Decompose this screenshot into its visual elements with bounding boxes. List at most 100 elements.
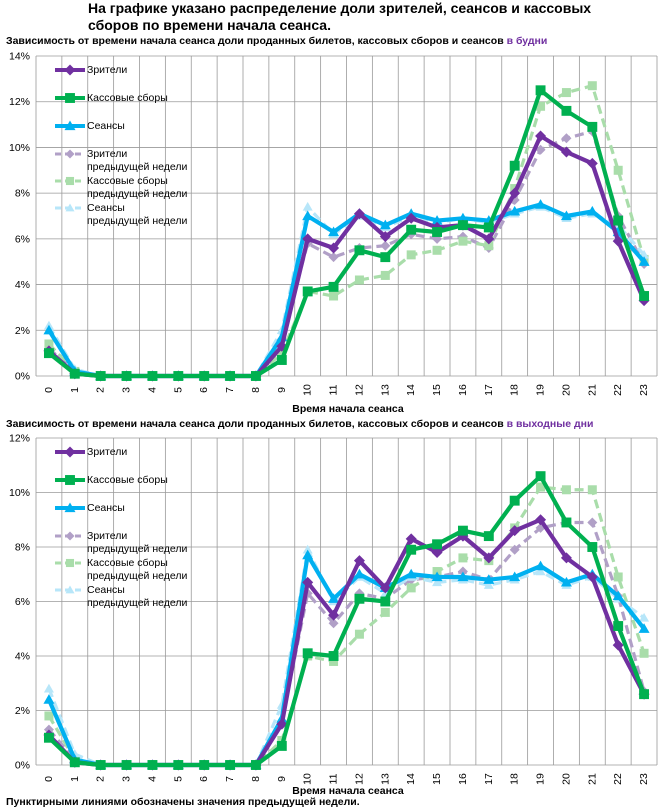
legend-label: Сеансы: [87, 202, 125, 214]
legend-marker: [64, 502, 76, 513]
data-point: [199, 760, 210, 770]
data-point: [457, 525, 468, 536]
data-point: [535, 130, 547, 142]
data-point: [329, 656, 339, 666]
data-point: [561, 88, 571, 98]
legend-marker: [65, 203, 75, 212]
data-point: [457, 530, 469, 542]
data-point: [432, 539, 443, 550]
data-point: [535, 144, 546, 155]
data-point: [95, 371, 106, 381]
data-point: [354, 588, 365, 599]
data-point: [612, 590, 624, 601]
data-point: [587, 542, 598, 552]
chart-title-text: Зависимость от времени начала сеанса дол…: [6, 418, 504, 430]
data-point: [302, 201, 313, 211]
y-tick-label: 10%: [9, 487, 30, 499]
data-point: [431, 546, 443, 558]
data-point: [277, 348, 287, 358]
data-point: [560, 210, 572, 221]
data-point: [250, 371, 261, 381]
data-point: [379, 231, 391, 243]
series-box_office: [43, 85, 650, 381]
x-tick-label: 8: [250, 387, 262, 393]
x-tick-label: 9: [276, 387, 288, 393]
chart-title-weekends: Зависимость от времени начала сеанса дол…: [6, 418, 593, 430]
x-tick-label: 1: [69, 387, 81, 393]
y-tick-label: 2%: [15, 325, 30, 337]
data-point: [535, 514, 547, 526]
data-point: [354, 245, 365, 256]
data-point: [586, 157, 598, 169]
x-tick-label: 21: [586, 773, 598, 785]
data-point: [639, 612, 650, 622]
series-box_office: [43, 471, 650, 770]
weekend-chart: 0%2%4%6%8%10%12%0 1 2 3 4 5 6 7 8 9 10 11 12 13 14 15 16…: [9, 433, 658, 797]
data-point: [380, 596, 391, 607]
legend-label: Зрители: [87, 148, 127, 160]
x-tick-label: 23: [638, 773, 650, 785]
data-point: [121, 760, 132, 770]
legend-label: предыдущей недели: [87, 215, 187, 227]
data-point: [302, 544, 313, 554]
legend-label: Зрители: [87, 446, 127, 458]
legend-label: Кассовые сборы: [87, 92, 168, 104]
y-tick-label: 6%: [15, 233, 30, 245]
data-point: [276, 355, 287, 365]
data-point: [173, 760, 184, 770]
data-point: [405, 533, 417, 545]
data-point: [147, 371, 158, 381]
legend-marker: [65, 531, 75, 541]
legend-label: предыдущей недели: [87, 543, 187, 555]
data-point: [432, 245, 442, 255]
data-point: [43, 683, 54, 693]
x-axis-label: Время начала сеанса: [292, 785, 404, 797]
x-tick-label: 16: [457, 384, 469, 396]
data-point: [432, 577, 443, 587]
x-tick-label: 21: [586, 384, 598, 396]
data-point: [405, 568, 417, 579]
x-tick-label: 9: [276, 776, 288, 782]
data-point: [43, 324, 55, 335]
data-point: [380, 270, 390, 280]
data-point: [483, 552, 495, 564]
data-point: [587, 121, 598, 132]
legend-label: предыдущей недели: [87, 597, 187, 609]
data-point: [354, 275, 364, 285]
data-point: [225, 371, 236, 381]
legend-marker: [65, 93, 75, 103]
x-tick-label: 3: [121, 387, 133, 393]
x-tick-label: 19: [535, 773, 547, 785]
data-point: [483, 531, 494, 542]
x-tick-label: 11: [328, 773, 340, 784]
data-point: [328, 651, 339, 661]
data-point: [354, 593, 365, 604]
x-tick-label: 10: [302, 773, 314, 785]
data-point: [328, 242, 340, 254]
data-point: [560, 146, 572, 158]
legend-marker: [65, 149, 75, 159]
data-point: [302, 286, 313, 297]
data-point: [328, 609, 340, 621]
data-point: [147, 760, 158, 770]
x-tick-label: 1: [69, 776, 81, 782]
x-tick-label: 12: [353, 773, 365, 785]
x-tick-label: 0: [43, 387, 55, 393]
legend-label: Сеансы: [87, 120, 125, 132]
y-tick-label: 6%: [15, 596, 30, 608]
data-point: [561, 517, 572, 528]
x-tick-label: 18: [509, 384, 521, 396]
legend-label: предыдущей недели: [87, 161, 187, 173]
x-tick-label: 0: [43, 776, 55, 782]
data-point: [638, 623, 650, 633]
data-point: [535, 522, 546, 533]
weekday-chart: 0%2%4%6%8%10%12%14%0 1 2 3 4 5 6 7 8 9 10 11 12 13 14 1…: [9, 51, 658, 415]
legend-marker: [64, 120, 76, 131]
data-point: [535, 566, 546, 576]
x-tick-label: 2: [95, 776, 107, 782]
chart-title-accent: в будни: [506, 35, 548, 47]
data-point: [536, 101, 546, 111]
data-point: [43, 348, 54, 359]
y-tick-label: 4%: [15, 279, 30, 291]
y-tick-label: 4%: [15, 651, 30, 663]
